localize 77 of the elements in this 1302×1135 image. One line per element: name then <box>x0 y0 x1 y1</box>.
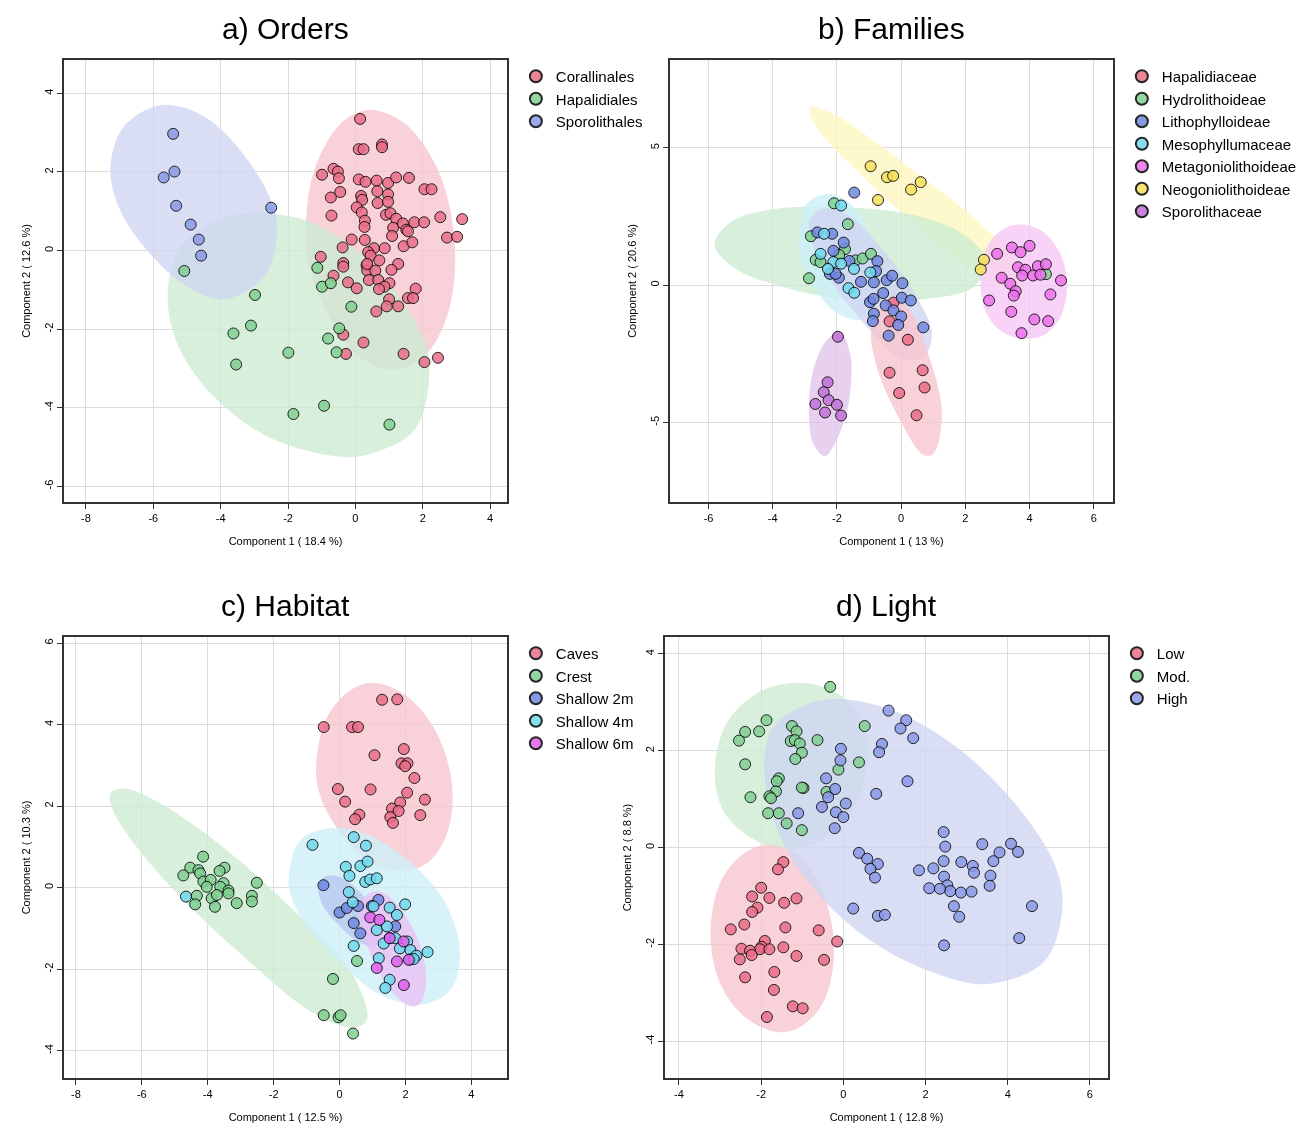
legend-label: Sporolithales <box>555 113 643 131</box>
x-tick-label: 0 <box>840 1087 847 1100</box>
y-tick-label: -2 <box>42 322 55 333</box>
legend-label: High <box>1156 690 1188 708</box>
legend-label: Sporolithaceae <box>1161 203 1262 221</box>
x-tick-label: 2 <box>419 511 426 524</box>
y-tick-label: 0 <box>648 280 661 287</box>
y-axis-title: Component 2 ( 10.3 %) <box>20 800 32 915</box>
x-tick-label: 0 <box>898 511 905 524</box>
legend-label: Neogoniolithoideae <box>1161 180 1291 198</box>
x-tick-label: 2 <box>962 511 969 524</box>
y-axis-title: Component 2 ( 8.8 %) <box>621 803 633 912</box>
x-tick-label: -6 <box>148 511 159 524</box>
x-tick-label: -2 <box>756 1087 767 1100</box>
y-tick-label: -2 <box>643 937 656 948</box>
y-axis-title: Component 2 ( 12.6 %) <box>20 224 32 338</box>
legend-label: Hapalidiales <box>555 90 638 108</box>
x-tick-label: -4 <box>202 1087 213 1100</box>
x-tick-label: 0 <box>352 511 359 524</box>
y-tick-label: 2 <box>42 167 55 174</box>
x-tick-label: -4 <box>767 511 778 524</box>
x-tick-label: -6 <box>703 511 714 524</box>
y-tick-label: -4 <box>643 1034 656 1045</box>
y-tick-label: -5 <box>648 415 661 426</box>
y-tick-label: -4 <box>42 401 55 411</box>
y-tick-label: 2 <box>643 746 656 753</box>
x-tick-label: 2 <box>402 1087 409 1100</box>
y-tick-label: 2 <box>42 801 55 808</box>
y-tick-label: 6 <box>42 638 55 645</box>
x-tick-label: -6 <box>136 1087 147 1100</box>
legend-label: Lithophylloideae <box>1161 113 1271 131</box>
x-tick-label: 4 <box>1004 1087 1011 1100</box>
x-axis-title: Component 1 ( 13 %) <box>839 534 944 547</box>
chart-title: a) Orders <box>222 12 349 45</box>
legend-label: Crest <box>555 667 593 685</box>
x-tick-label: -8 <box>81 511 91 524</box>
y-tick-label: 4 <box>42 719 55 727</box>
x-axis-title: Component 1 ( 12.5 %) <box>228 1110 343 1123</box>
y-tick-label: 0 <box>643 842 656 849</box>
y-tick-label: -6 <box>42 479 55 490</box>
y-tick-label: 4 <box>42 88 55 95</box>
x-tick-label: -2 <box>283 511 293 524</box>
x-tick-label: -2 <box>832 511 842 524</box>
chart-title: c) Habitat <box>221 589 351 622</box>
x-axis-title: Component 1 ( 12.8 %) <box>829 1110 944 1123</box>
legend-label: Hydrolithoideae <box>1161 90 1267 108</box>
y-tick-label: -2 <box>42 962 55 973</box>
y-tick-label: 0 <box>42 882 55 890</box>
x-tick-label: 4 <box>468 1087 475 1100</box>
y-tick-label: 4 <box>643 649 656 656</box>
legend-label: Metagoniolithoideae <box>1161 158 1297 176</box>
legend-label: Hapalidiaceae <box>1161 68 1257 86</box>
x-tick-label: -8 <box>70 1087 81 1100</box>
x-axis-title: Component 1 ( 18.4 %) <box>228 534 343 547</box>
chart-title: b) Families <box>818 12 965 45</box>
legend-label: Shallow 2m <box>555 690 634 708</box>
legend-label: Mesophyllumaceae <box>1161 135 1292 153</box>
x-tick-label: 2 <box>922 1087 929 1100</box>
y-tick-label: -4 <box>42 1044 55 1054</box>
x-tick-label: 4 <box>487 511 494 524</box>
legend-label: Corallinales <box>555 68 635 86</box>
x-tick-label: 6 <box>1090 511 1097 524</box>
x-tick-label: 0 <box>336 1087 343 1100</box>
legend-label: Shallow 4m <box>555 712 634 730</box>
legend-label: Mod. <box>1156 667 1191 685</box>
legend-label: Caves <box>555 645 599 663</box>
legend-label: Shallow 6m <box>555 735 634 753</box>
y-axis-title: Component 2 ( 20.6 %) <box>626 224 638 338</box>
x-tick-label: -4 <box>674 1087 684 1100</box>
y-tick-label: 5 <box>648 143 661 150</box>
y-tick-label: 0 <box>42 245 55 252</box>
x-tick-label: 6 <box>1086 1087 1093 1100</box>
chart-title: d) Light <box>836 589 937 622</box>
x-tick-label: -2 <box>268 1087 279 1100</box>
x-tick-label: 4 <box>1026 511 1033 524</box>
legend-label: Low <box>1156 645 1185 663</box>
x-tick-label: -4 <box>215 511 226 524</box>
